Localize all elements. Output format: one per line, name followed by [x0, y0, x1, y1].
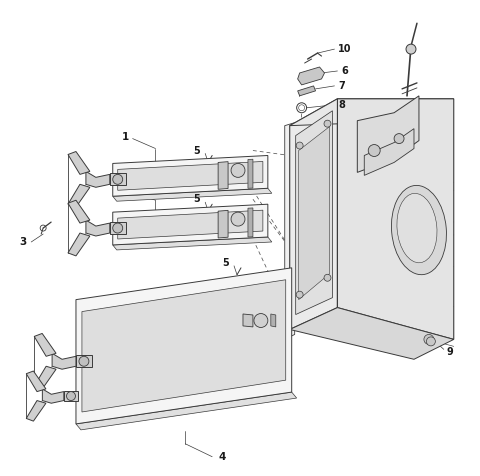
Text: 5: 5: [193, 194, 200, 204]
Polygon shape: [82, 280, 286, 412]
Circle shape: [113, 174, 123, 184]
Polygon shape: [26, 400, 46, 421]
Circle shape: [324, 120, 331, 127]
Polygon shape: [76, 355, 92, 367]
Polygon shape: [76, 392, 297, 430]
Polygon shape: [110, 173, 126, 185]
Text: 4: 4: [218, 452, 226, 462]
Polygon shape: [271, 314, 276, 327]
Polygon shape: [290, 99, 337, 329]
Polygon shape: [68, 184, 90, 207]
Polygon shape: [34, 334, 56, 357]
Circle shape: [368, 145, 380, 157]
Circle shape: [231, 212, 245, 226]
Text: 2: 2: [121, 185, 129, 195]
Circle shape: [231, 163, 245, 178]
Polygon shape: [118, 161, 263, 190]
Polygon shape: [76, 268, 292, 424]
Polygon shape: [357, 96, 419, 172]
Polygon shape: [298, 67, 324, 85]
Polygon shape: [248, 208, 253, 237]
Polygon shape: [26, 371, 46, 392]
Polygon shape: [42, 389, 64, 403]
Polygon shape: [118, 210, 263, 239]
Polygon shape: [243, 314, 253, 327]
Polygon shape: [218, 162, 228, 189]
Text: 5: 5: [222, 258, 229, 268]
Polygon shape: [290, 99, 454, 126]
Polygon shape: [290, 307, 454, 359]
Polygon shape: [337, 99, 454, 339]
Text: 10: 10: [338, 44, 352, 54]
Circle shape: [324, 274, 331, 281]
Polygon shape: [113, 188, 272, 201]
Text: 1: 1: [121, 131, 129, 141]
Polygon shape: [298, 86, 315, 96]
Circle shape: [296, 291, 303, 298]
Polygon shape: [86, 220, 110, 236]
Text: 7: 7: [338, 81, 345, 91]
Polygon shape: [113, 204, 268, 245]
Circle shape: [67, 392, 75, 400]
Text: 9: 9: [447, 347, 454, 357]
Circle shape: [426, 337, 435, 346]
Text: 3: 3: [19, 237, 26, 247]
Polygon shape: [86, 171, 110, 187]
Polygon shape: [113, 156, 268, 196]
Polygon shape: [68, 151, 90, 174]
Polygon shape: [285, 123, 295, 339]
Ellipse shape: [397, 193, 437, 263]
Circle shape: [113, 223, 123, 233]
Circle shape: [406, 44, 416, 54]
Circle shape: [394, 134, 404, 144]
Text: 5: 5: [193, 146, 200, 156]
Circle shape: [79, 357, 89, 366]
Polygon shape: [364, 129, 414, 175]
Polygon shape: [68, 233, 90, 256]
Polygon shape: [113, 237, 272, 250]
Polygon shape: [248, 159, 253, 188]
Polygon shape: [110, 222, 126, 234]
Polygon shape: [34, 366, 56, 389]
Circle shape: [424, 335, 434, 344]
Circle shape: [296, 142, 303, 149]
Polygon shape: [64, 391, 78, 401]
Ellipse shape: [391, 186, 446, 275]
Polygon shape: [68, 200, 90, 223]
Text: 6: 6: [341, 66, 348, 76]
Polygon shape: [218, 210, 228, 238]
Polygon shape: [299, 127, 329, 299]
Circle shape: [254, 314, 268, 327]
Polygon shape: [296, 111, 333, 315]
Polygon shape: [52, 353, 76, 369]
Text: 8: 8: [338, 100, 345, 110]
